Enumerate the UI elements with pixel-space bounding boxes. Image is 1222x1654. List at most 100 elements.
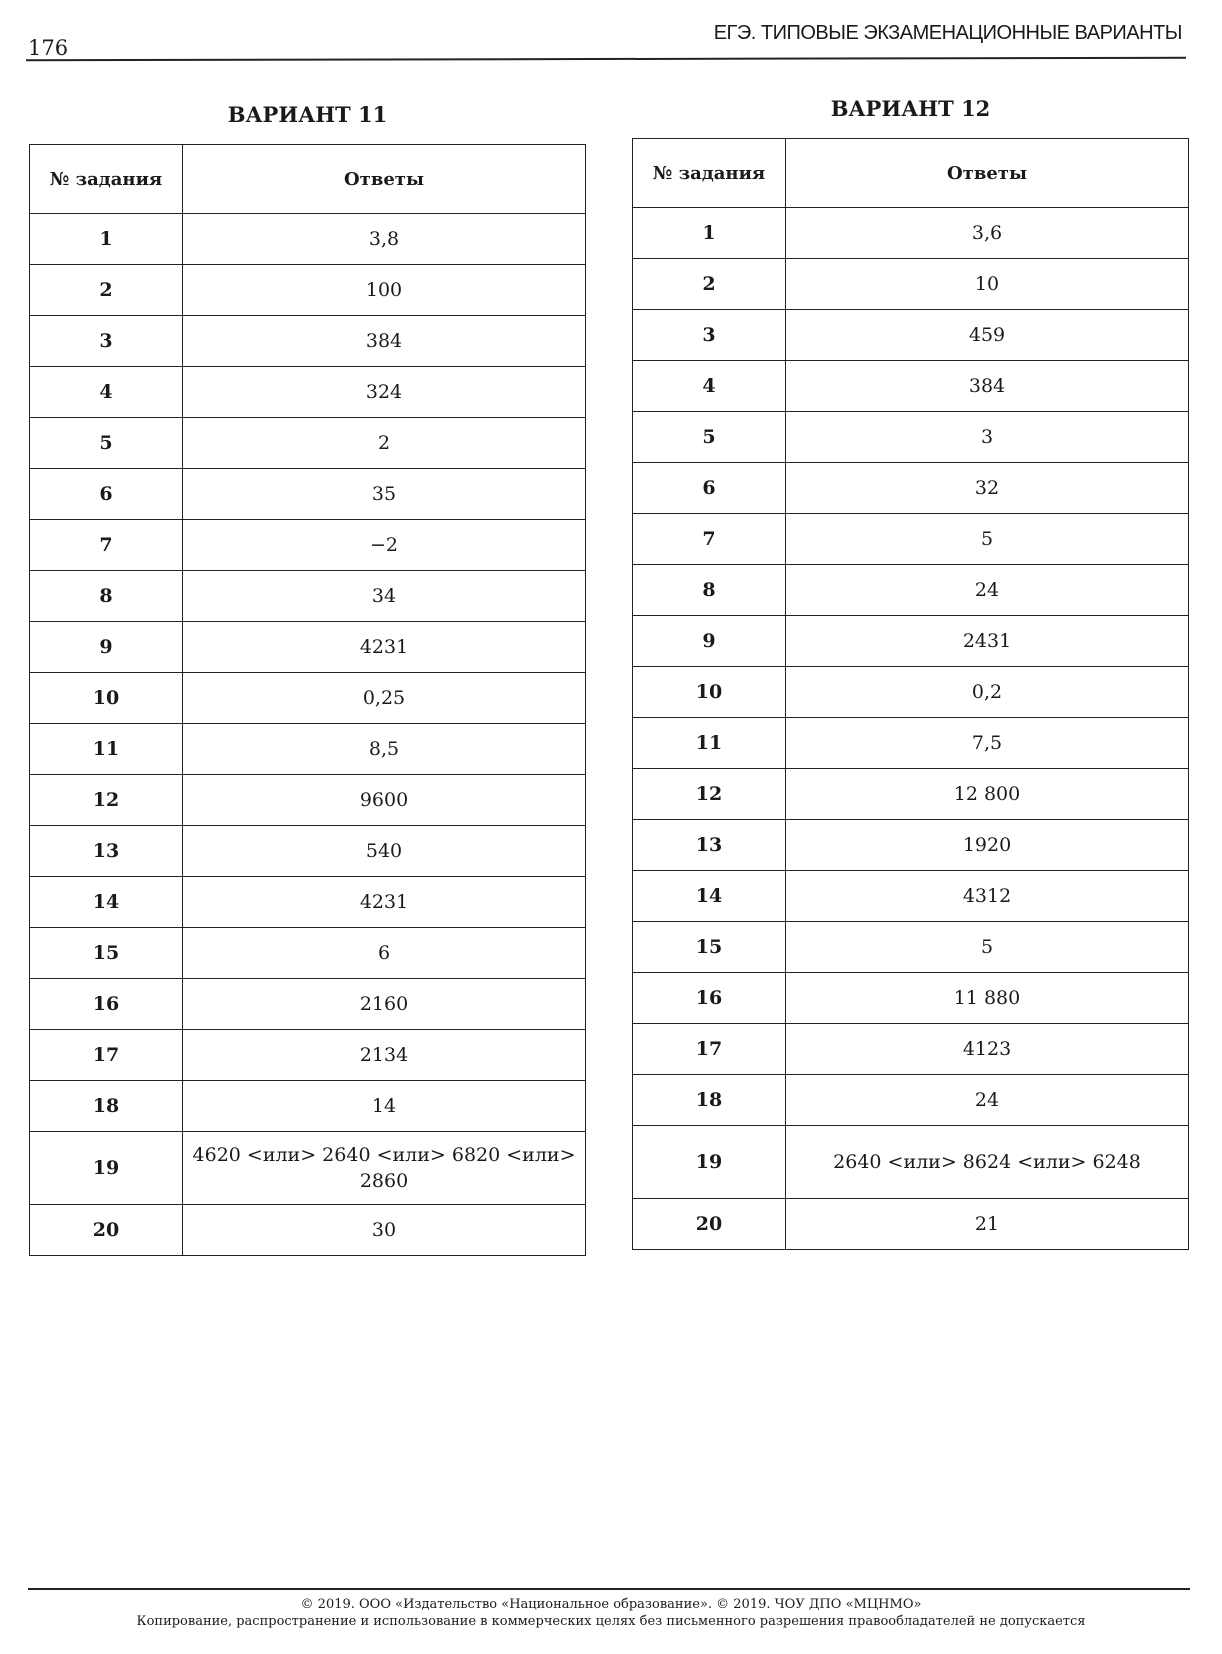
task-number-cell: 20 xyxy=(29,1204,183,1256)
answer-cell: 32 xyxy=(785,462,1189,514)
table-row: 15 5 xyxy=(632,921,1189,973)
table-row: 12 9600 xyxy=(29,774,586,826)
table-row: 20 21 xyxy=(632,1198,1189,1250)
task-number-cell: 17 xyxy=(632,1023,786,1075)
answer-cell: 2134 xyxy=(182,1029,586,1081)
table-row: 11 7,5 xyxy=(632,717,1189,769)
task-number-cell: 10 xyxy=(29,672,183,724)
task-number-cell: 11 xyxy=(632,717,786,769)
table-row: 12 12 800 xyxy=(632,768,1189,820)
task-number-cell: 7 xyxy=(632,513,786,565)
answer-cell: 3 xyxy=(785,411,1189,463)
answer-cell: 9600 xyxy=(182,774,586,826)
task-number-cell: 4 xyxy=(29,366,183,418)
column-header-task: № задания xyxy=(632,138,786,208)
table-row: 3 459 xyxy=(632,309,1189,361)
task-number-cell: 19 xyxy=(632,1125,786,1199)
task-number-cell: 1 xyxy=(632,207,786,259)
answer-cell: 4312 xyxy=(785,870,1189,922)
task-number-cell: 9 xyxy=(29,621,183,673)
table-row: 19 4620 <или> 2640 <или> 6820 <или> 2860 xyxy=(29,1131,586,1205)
answer-cell: 4123 xyxy=(785,1023,1189,1075)
footer-notice: Копирование, распространение и использов… xyxy=(136,1614,1086,1629)
answers-table: № задания Ответы 1 3,8 2 100 3 384 4 324 5 2 6 35 7−… xyxy=(29,144,586,1256)
table-row: 2 10 xyxy=(632,258,1189,310)
table-row: 9 4231 xyxy=(29,621,586,673)
table-row: 1 3,8 xyxy=(29,213,586,265)
answer-cell: 1920 xyxy=(785,819,1189,871)
answer-cell: 3,6 xyxy=(785,207,1189,259)
column-header-answers: Ответы xyxy=(785,138,1189,208)
answer-cell: 34 xyxy=(182,570,586,622)
table-row: 1 3,6 xyxy=(632,207,1189,259)
task-number-cell: 15 xyxy=(29,927,183,979)
running-title: ЕГЭ. ТИПОВЫЕ ЭКЗАМЕНАЦИОННЫЕ ВАРИАНТЫ xyxy=(713,22,1183,44)
answer-cell: 459 xyxy=(785,309,1189,361)
answer-cell: 0,2 xyxy=(785,666,1189,718)
answer-cell: 8,5 xyxy=(182,723,586,775)
answer-cell: 4231 xyxy=(182,621,586,673)
answer-cell: 4620 <или> 2640 <или> 6820 <или> 2860 xyxy=(182,1131,586,1205)
task-number-cell: 2 xyxy=(632,258,786,310)
column-header-answers: Ответы xyxy=(182,144,586,214)
answer-cell: 4231 xyxy=(182,876,586,928)
task-number-cell: 9 xyxy=(632,615,786,667)
table-row: 13 540 xyxy=(29,825,586,877)
task-number-cell: 17 xyxy=(29,1029,183,1081)
table-row: 10 0,2 xyxy=(632,666,1189,718)
answer-cell: 5 xyxy=(785,921,1189,973)
task-number-cell: 8 xyxy=(29,570,183,622)
table-row: 8 34 xyxy=(29,570,586,622)
task-number-cell: 18 xyxy=(29,1080,183,1132)
task-number-cell: 19 xyxy=(29,1131,183,1205)
answer-cell: 3,8 xyxy=(182,213,586,265)
answer-cell: 2 xyxy=(182,417,586,469)
answer-cell: 540 xyxy=(182,825,586,877)
answer-cell: 384 xyxy=(182,315,586,367)
table-row: 2 100 xyxy=(29,264,586,316)
task-number-cell: 3 xyxy=(632,309,786,361)
task-number-cell: 11 xyxy=(29,723,183,775)
task-number-cell: 6 xyxy=(29,468,183,520)
answer-cell: 24 xyxy=(785,564,1189,616)
task-number-cell: 5 xyxy=(632,411,786,463)
task-number-cell: 13 xyxy=(29,825,183,877)
table-header-row: № задания Ответы xyxy=(29,144,586,214)
answer-cell: 324 xyxy=(182,366,586,418)
answer-cell: 384 xyxy=(785,360,1189,412)
answer-cell: 0,25 xyxy=(182,672,586,724)
answer-cell: 7,5 xyxy=(785,717,1189,769)
table-header-row: № задания Ответы xyxy=(632,138,1189,208)
table-row: 7 −2 xyxy=(29,519,586,571)
table-row: 11 8,5 xyxy=(29,723,586,775)
table-row: 18 24 xyxy=(632,1074,1189,1126)
task-number-cell: 6 xyxy=(632,462,786,514)
table-row: 18 14 xyxy=(29,1080,586,1132)
answer-cell: 5 xyxy=(785,513,1189,565)
variant-title: ВАРИАНТ 12 xyxy=(830,96,991,121)
answer-cell: 24 xyxy=(785,1074,1189,1126)
task-number-cell: 4 xyxy=(632,360,786,412)
answer-cell: 100 xyxy=(182,264,586,316)
table-row: 20 30 xyxy=(29,1204,586,1256)
answer-cell: 30 xyxy=(182,1204,586,1256)
answer-cell: 2640 <или> 8624 <или> 6248 xyxy=(785,1125,1189,1199)
task-number-cell: 3 xyxy=(29,315,183,367)
task-number-cell: 10 xyxy=(632,666,786,718)
header-divider xyxy=(25,56,1187,62)
column-header-task: № задания xyxy=(29,144,183,214)
task-number-cell: 15 xyxy=(632,921,786,973)
answer-cell: 2431 xyxy=(785,615,1189,667)
answers-table: № задания Ответы 1 3,6 2 10 3 459 4 384 5 3 6 32 7 5 8… xyxy=(632,138,1189,1250)
table-row: 15 6 xyxy=(29,927,586,979)
answer-cell: 2160 xyxy=(182,978,586,1030)
answer-cell: 12 800 xyxy=(785,768,1189,820)
task-number-cell: 14 xyxy=(632,870,786,922)
task-number-cell: 12 xyxy=(632,768,786,820)
table-row: 6 35 xyxy=(29,468,586,520)
answer-cell: −2 xyxy=(182,519,586,571)
task-number-cell: 16 xyxy=(632,972,786,1024)
answer-cell: 21 xyxy=(785,1198,1189,1250)
